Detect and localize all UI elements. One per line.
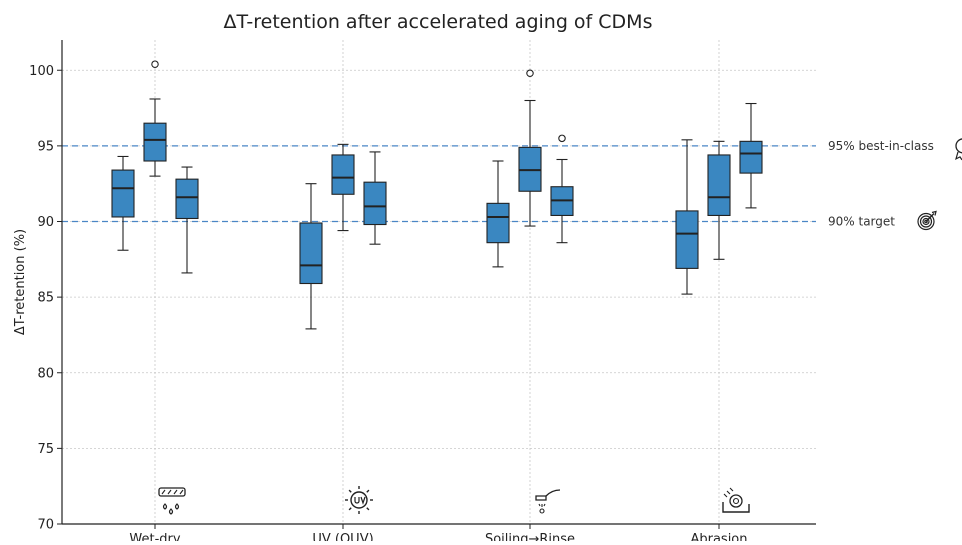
hatch (161, 489, 184, 495)
target-ring (917, 212, 935, 231)
box-plot-0-1 (143, 60, 167, 177)
box-plot-2-0 (486, 160, 510, 268)
motion-lines (723, 487, 734, 498)
droplet (174, 503, 180, 510)
reference-label: 95% best-in-class (828, 139, 934, 153)
uv-letters (354, 496, 366, 505)
sun-ray (348, 489, 352, 493)
pad (729, 494, 743, 508)
target-ring (924, 219, 928, 224)
box-plot-3-1 (707, 140, 731, 260)
reference-label: 90% target (828, 215, 895, 229)
droplet (168, 508, 174, 515)
iqr-box (486, 202, 510, 244)
sun-ray (366, 507, 370, 511)
target-ring (919, 215, 933, 228)
sun-ray (366, 489, 370, 493)
y-tick-label: 95 (37, 139, 54, 154)
iqr-box (175, 178, 199, 220)
iqr-box (363, 181, 387, 226)
y-tick-label: 80 (37, 366, 54, 381)
tray (722, 502, 750, 513)
iqr-box (707, 154, 731, 216)
wet-dry-icon (158, 487, 186, 515)
y-tick-label: 75 (37, 442, 54, 457)
target-arrow-fletch (931, 210, 937, 216)
chart-title: ΔT-retention after accelerated aging of … (224, 11, 653, 33)
rinse-icon (535, 489, 561, 514)
target-ring (922, 217, 930, 226)
outlier-point (558, 134, 566, 143)
sun-ray (348, 507, 352, 511)
x-tick-label: Abrasion (690, 532, 747, 541)
sun-core (350, 491, 368, 509)
iqr-box (299, 222, 323, 285)
box-plot-1-2 (363, 151, 387, 245)
iqr-box (675, 210, 699, 269)
iqr-box (739, 140, 763, 174)
outlier-point (526, 69, 534, 78)
hose (545, 489, 561, 497)
nozzle (535, 495, 547, 501)
trophy-medal (955, 138, 962, 154)
outlier-point (151, 60, 159, 68)
target-icon (917, 210, 937, 231)
droplet (162, 503, 168, 510)
y-tick-label: 70 (37, 518, 54, 533)
iqr-box (331, 154, 355, 195)
box-plot-0-0 (111, 155, 135, 251)
box-plot-3-2 (739, 102, 763, 209)
box-plot-1-0 (299, 183, 323, 330)
abrasion-icon (722, 487, 750, 513)
iqr-box (143, 122, 167, 162)
box-plot-2-1 (518, 69, 542, 227)
spray (538, 503, 546, 507)
box-plot-0-2 (175, 166, 199, 274)
target-arrow (925, 213, 935, 222)
uv-icon (345, 486, 373, 514)
x-tick-label: Soiling→Rinse (485, 532, 575, 541)
sun-bar (158, 487, 186, 497)
y-tick-label: 90 (37, 215, 54, 230)
y-tick-label: 85 (37, 291, 54, 306)
y-axis-label: ΔT-retention (%) (13, 229, 28, 335)
trophy-icon (955, 138, 962, 161)
y-tick-label: 100 (29, 64, 54, 79)
x-tick-label: Wet-dry (129, 532, 180, 541)
pad-center (732, 497, 740, 505)
trophy-ribbon (955, 151, 962, 161)
x-tick-label: UV (QUV) (312, 532, 373, 541)
drop (539, 508, 545, 514)
box-plot-2-2 (550, 134, 574, 244)
box-plot-1-1 (331, 143, 355, 232)
iqr-box (111, 169, 135, 218)
box-plot-3-0 (675, 139, 699, 295)
